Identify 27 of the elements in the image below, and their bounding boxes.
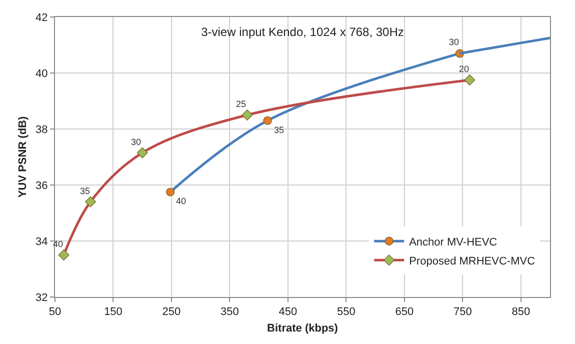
text: 3-view input Kendo, 1024 x 768, 30Hz [201,24,404,39]
x-tick-label: 150 [104,306,122,318]
legend-label: Proposed MRHEVC-MVC [409,255,536,268]
x-tick-label: 750 [453,306,472,318]
annotation: 40 [176,196,186,206]
y-axis-title: YUV PSNR (dB) [17,116,30,198]
y-tick-label: 40 [36,68,48,80]
x-tick-label: 650 [395,306,414,318]
x-tick-label: 450 [278,306,298,318]
x-tick-label: 250 [162,306,181,318]
legend-label: Anchor MV-HEVC [409,236,498,248]
annotation: 35 [274,125,284,135]
annotation: 35 [80,186,90,196]
x-tick-label: 350 [220,306,239,318]
y-tick-label: 32 [36,292,48,304]
x-tick-label: 550 [337,306,356,318]
annotation: 20 [459,64,470,74]
y-tick-label: 36 [36,180,48,192]
y-tick-label: 38 [36,124,48,136]
x-tick-label: 850 [512,306,530,318]
x-axis-title: Bitrate (kbps) [267,322,338,334]
x-tick-label: 50 [48,306,62,318]
annotation: 25 [236,99,246,109]
annotation: 30 [449,37,460,47]
annotation: 30 [131,137,142,147]
y-tick-label: 34 [36,236,48,248]
y-tick-label: 42 [36,12,48,24]
